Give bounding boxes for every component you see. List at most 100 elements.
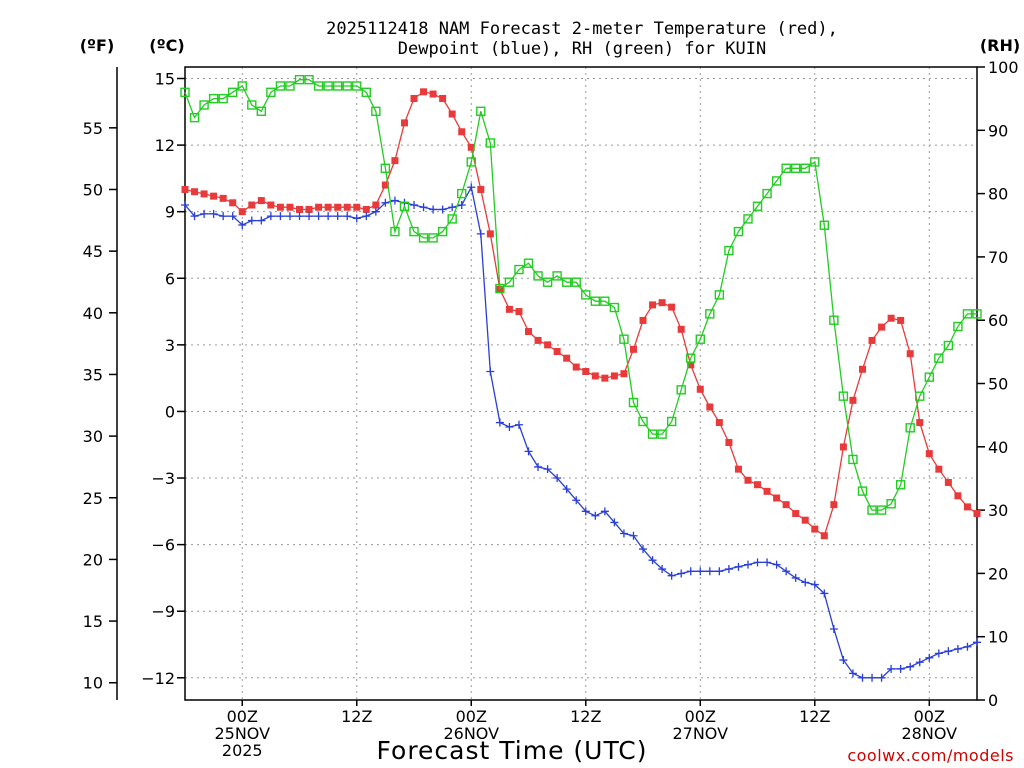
dewpoint-point [839,656,848,665]
celsius-tick-label: −9 [151,602,175,621]
dewpoint-point [973,638,981,647]
dewpoint-point [553,474,562,483]
temperature-point [448,110,456,118]
dewpoint-point [686,567,695,576]
dewpoint-point [419,203,428,212]
dewpoint-point [476,229,485,238]
temperature-point [696,385,704,393]
rh-point [619,334,629,344]
temperature-point [400,119,408,127]
rh-point [256,106,267,117]
celsius-tick-label: 9 [165,203,175,222]
rh-point [724,245,734,256]
temperature-point [324,203,332,211]
rh-point [180,87,190,98]
rh-point [819,220,830,230]
temperature-point [315,203,323,211]
temperature-point [754,481,762,489]
temperature-point [191,188,199,196]
dewpoint-point [190,212,199,221]
dewpoint-point [219,212,228,221]
dewpoint-point [610,518,619,527]
temperature-point [887,314,895,322]
rh-point [752,201,763,211]
dewpoint-point [390,196,399,205]
rh-point [399,201,410,211]
rh-point [857,486,868,496]
rh-point [638,416,648,427]
rh-point [542,277,553,287]
celsius-tick-label: 3 [165,336,175,355]
rh-point [800,163,810,173]
dewpoint-point [514,420,523,429]
x-tick-label: 28NOV [901,724,957,743]
temperature-point [677,325,685,333]
rh-point [228,87,238,98]
rh-tick-label: 60 [988,311,1008,330]
temperature-point [935,465,943,473]
rh-point [466,157,476,167]
temperature-point [620,370,628,378]
dewpoint-point [343,212,352,221]
temperature-point [839,443,847,451]
temperature-point [925,450,933,458]
fahrenheit-tick-label: 10 [83,674,103,693]
x-tick-label: 00Z [914,707,945,726]
temperature-point [267,201,275,209]
rh-point [934,353,944,363]
temperature-point [591,372,599,380]
temperature-point [649,301,657,309]
dewpoint-point [276,212,285,221]
temperature-point [420,88,428,96]
temperature-point [744,476,752,484]
temperature-point [820,532,828,540]
dewpoint-point [524,447,533,456]
rh-point [590,296,601,306]
rh-point [294,74,305,85]
rh-point [457,188,467,199]
x-axis-label: Forecast Time (UTC) [377,736,648,765]
dewpoint-point [562,485,571,494]
dewpoint-point [362,212,371,221]
series-dewpoint [181,183,981,682]
temperature-point [458,128,466,136]
dewpoint-point [677,569,686,578]
dewpoint-point [944,647,953,656]
temperature-point [505,305,513,313]
temperature-point [734,465,742,473]
dewpoint-point [247,216,256,225]
rh-point [285,81,295,91]
rh-point [504,277,515,287]
rh-point [476,106,486,117]
rh-point [313,81,324,91]
temperature-point [296,205,304,213]
celsius-tick-label: −6 [151,536,175,555]
dewpoint-point [266,212,275,221]
temperature-point [429,90,437,98]
dewpoint-point [887,664,896,673]
dewpoint-point [448,203,457,212]
temperature-point [410,94,418,102]
dewpoint-point [963,642,972,651]
temperature-point [658,299,666,307]
temperature-point [276,203,284,211]
dewpoint-point [209,209,218,218]
dewpoint-point [734,562,743,571]
celsius-tick-label: −3 [151,469,175,488]
rh-point [208,93,219,104]
temperature-point [973,510,981,518]
rh-point [361,87,372,98]
rh-point [323,81,333,91]
rh-point [523,258,534,268]
rh-point [790,163,801,173]
dewpoint-point [906,662,915,671]
celsius-tick-label: −12 [141,669,175,688]
rh-point [533,271,543,281]
dewpoint-point [429,205,438,214]
dewpoint-point [743,560,752,569]
dewpoint-point [858,673,867,682]
dewpoint-point [667,571,676,580]
dewpoint-point [848,669,857,678]
rh-point [247,100,257,110]
dewpoint-point [753,558,762,567]
